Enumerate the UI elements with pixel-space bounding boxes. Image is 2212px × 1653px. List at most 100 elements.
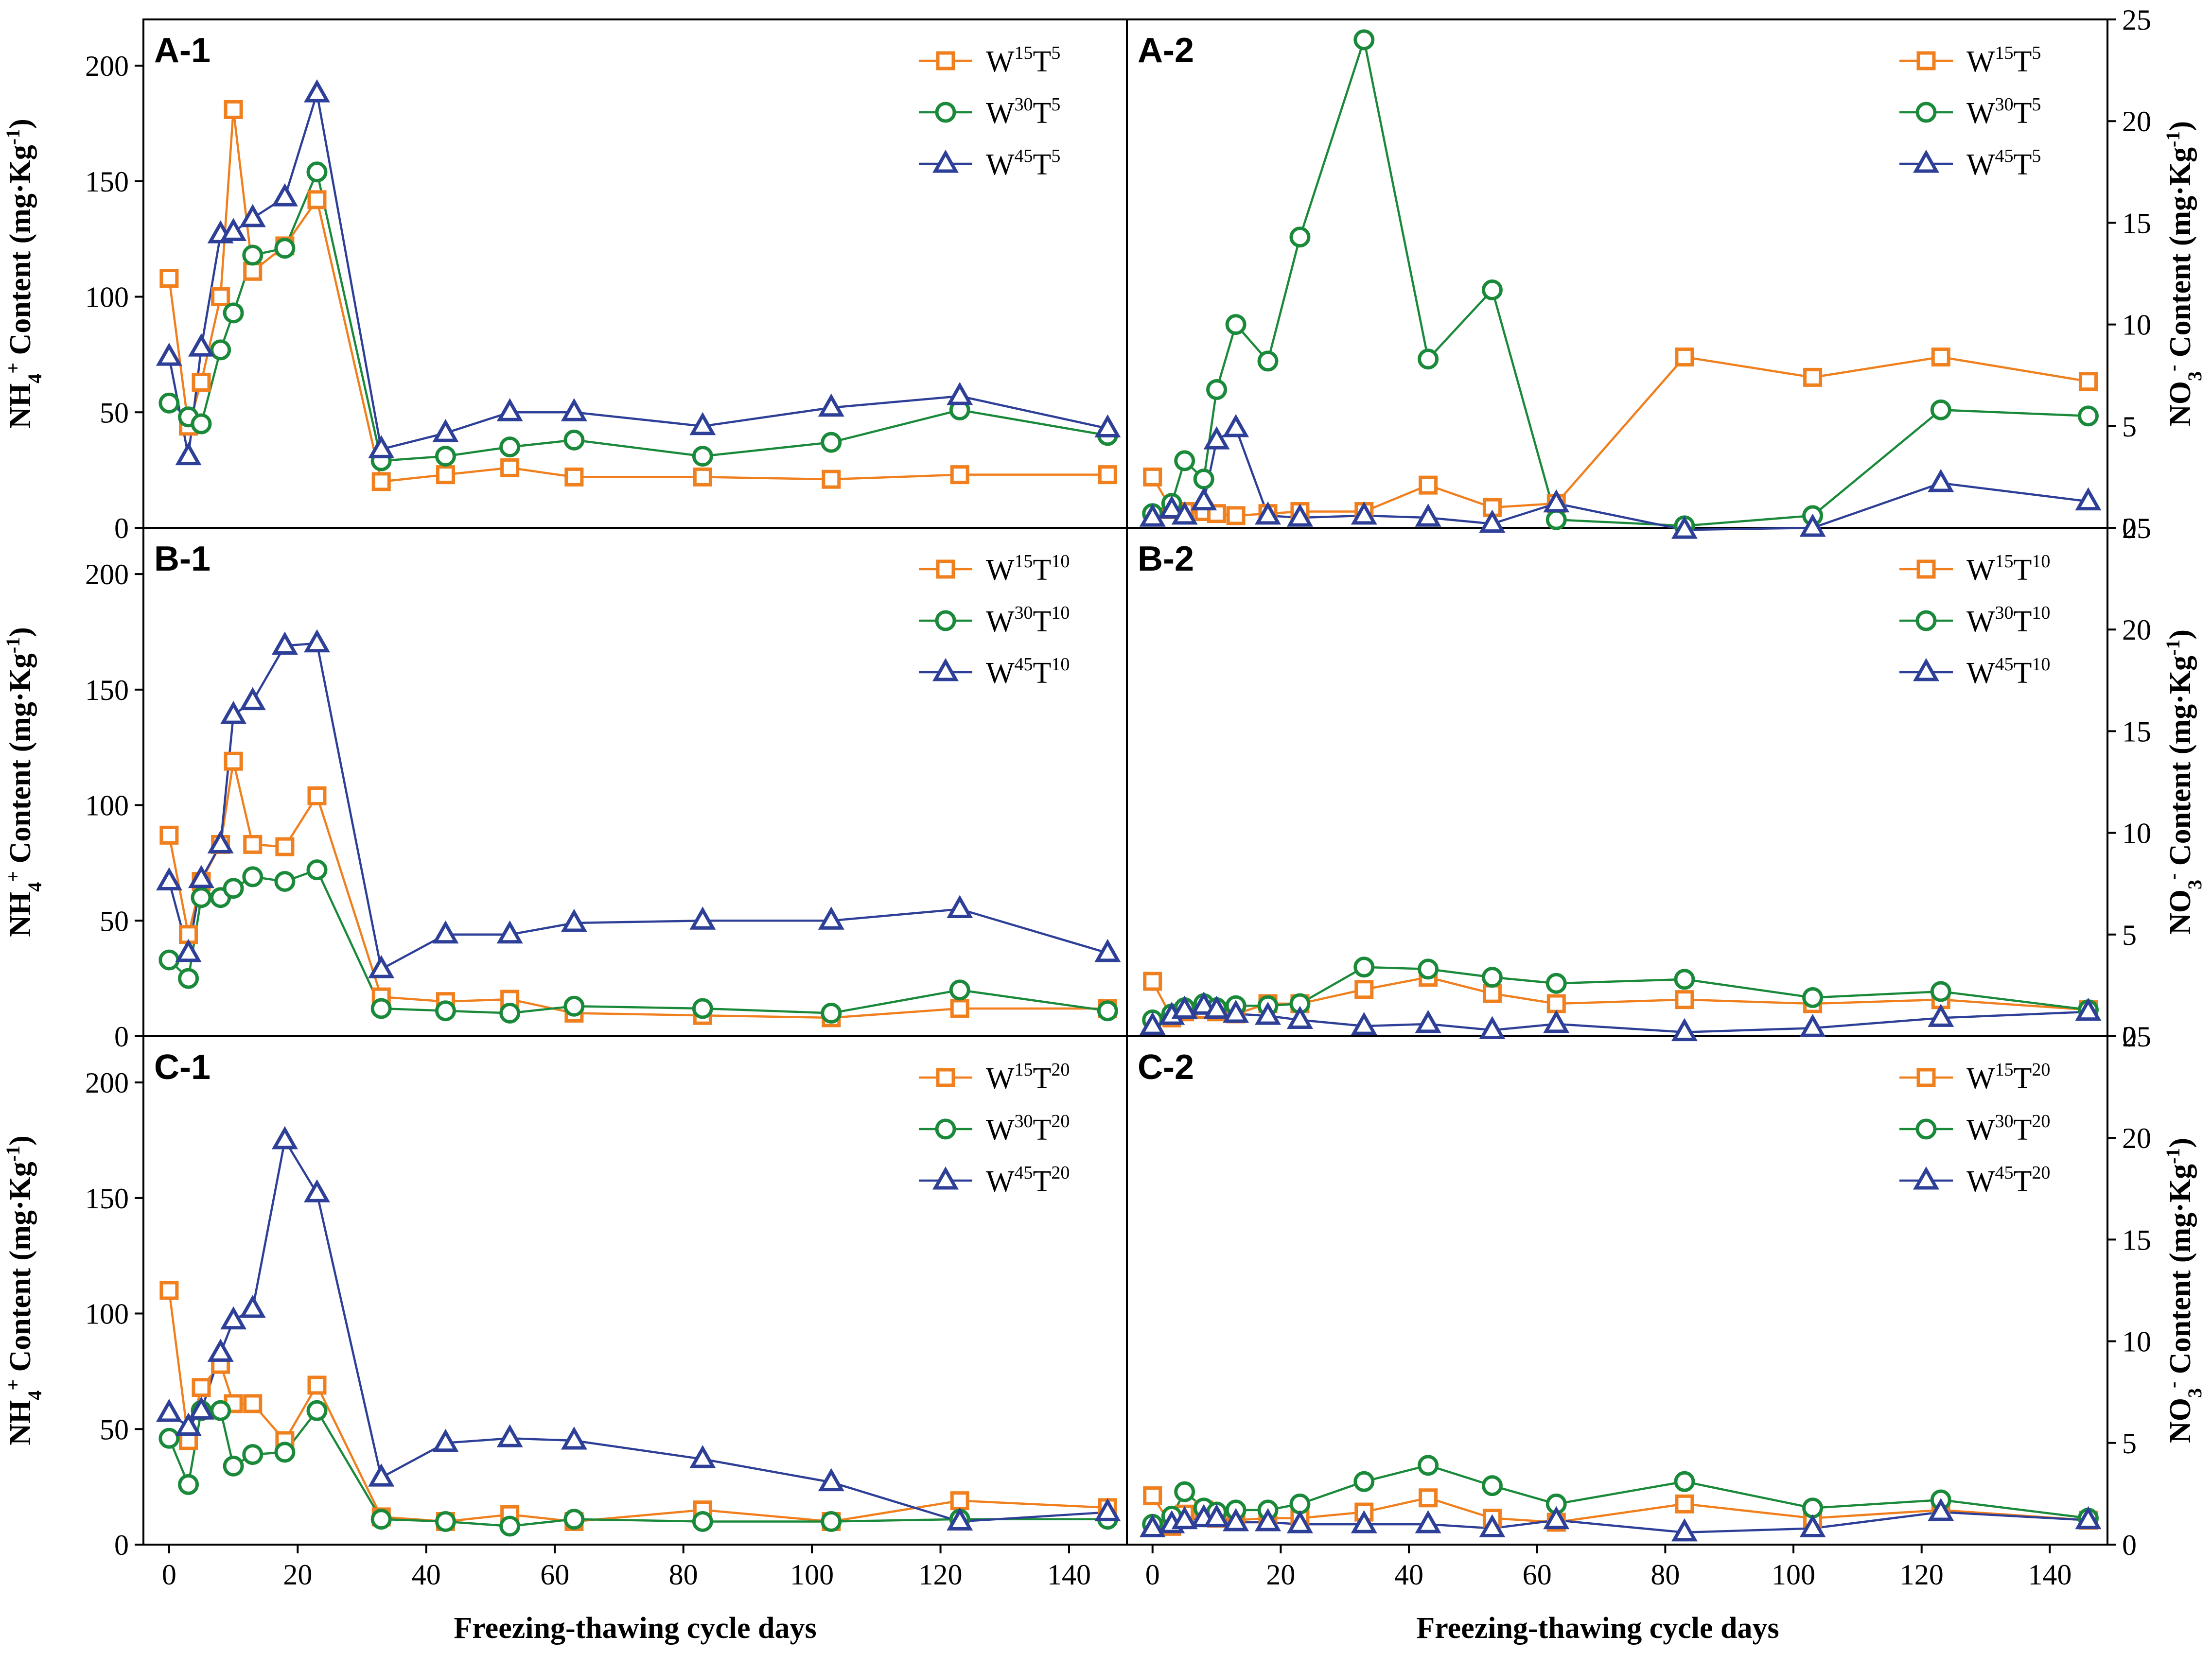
legend-t-superscript: 20 [1051,1163,1070,1183]
data-point-w15t5 [307,190,327,209]
data-point-w30t5 [1545,509,1567,530]
data-point-w45t20 [1799,1514,1826,1538]
legend-w-superscript: 45 [1995,1163,2014,1183]
y-title-text: Content (mg·Kg [2164,1164,2197,1382]
data-point-w45t20 [368,1463,395,1487]
legend-w: W [1966,605,1995,638]
legend-t: T [1033,554,1052,587]
legend-t-superscript: 5 [1051,94,1060,115]
data-point-w30t20 [821,1511,842,1532]
data-point-w45t10 [1171,995,1198,1019]
data-point-w15t10 [1354,980,1374,999]
data-point-w30t10 [1353,957,1375,978]
data-point-w30t10 [1545,973,1567,994]
panel-label: A-1 [154,31,211,70]
data-point-w15t20 [1143,1486,1162,1506]
legend-w-superscript: 30 [1995,94,2014,115]
data-point-w45t10 [432,920,459,944]
data-point-w15t5 [1143,467,1162,487]
x-tick-label: 60 [540,1559,569,1591]
legend-t: T [1033,1165,1052,1198]
data-point-w30t10 [306,859,328,881]
data-point-w15t5 [224,100,243,119]
data-point-w45t10 [1479,1016,1506,1039]
data-point-w30t5 [1206,379,1228,400]
data-point-w45t5 [1159,495,1185,519]
data-point-w45t5 [175,442,202,466]
data-point-w30t5 [1353,29,1375,51]
right-y-tick-label: 25 [2122,512,2151,544]
data-point-w30t5 [242,244,263,266]
y-title-text: Content (mg·Kg [2164,656,2197,873]
legend-marker-circle [1915,1118,1937,1140]
x-tick-label: 40 [1394,1559,1423,1591]
legend-w-superscript: 30 [1015,603,1033,623]
series-line-w30t5 [168,168,1108,462]
data-point-w45t20 [1255,1508,1282,1531]
legend-w-superscript: 45 [1015,146,1033,166]
y-title-exponent: -1 [2,637,24,653]
legend-t-superscript: 20 [2032,1060,2050,1080]
data-point-w45t20 [1286,1510,1313,1533]
data-point-w45t5 [1094,414,1121,438]
data-point-w15t5 [1675,348,1694,367]
data-point-w15t5 [1226,506,1246,525]
right-y-tick-label: 10 [2122,1326,2151,1358]
data-point-w15t5 [1098,465,1117,485]
left-y-tick-label: 0 [114,1021,129,1053]
data-point-w30t20 [1418,1455,1439,1476]
legend-w-superscript: 15 [1015,1060,1033,1080]
legend-w: W [1966,1062,1995,1095]
data-point-w45t20 [1171,1506,1198,1530]
series-line-w30t20 [1152,1464,2089,1526]
data-point-w30t20 [1802,1497,1824,1519]
legend-entry-w30t5: W30T5 [1966,94,2041,130]
panel-label: A-2 [1138,31,1194,70]
y-title-superscript: - [2162,873,2184,880]
data-point-w30t5 [274,238,296,259]
x-tick-label: 100 [1772,1559,1815,1591]
left-y-tick-label: 100 [85,790,129,822]
legend-entry-w30t20: W30T20 [1966,1111,2050,1147]
y-title-text: Content (mg·Kg [4,145,37,363]
legend-entry-w30t10: W30T10 [986,603,1070,638]
legend-w: W [986,97,1015,130]
legend-w: W [986,605,1015,638]
right-y-tick-label: 15 [2122,207,2151,239]
data-point-w15t5 [159,269,179,288]
series-line-w30t5 [1152,35,2089,527]
data-point-w45t10 [561,908,587,932]
panel-label: C-1 [154,1048,211,1087]
data-point-w30t20 [242,1444,263,1465]
data-point-w30t5 [191,413,212,435]
left-y-tick-label: 100 [85,1298,129,1330]
data-point-w45t10 [2075,997,2102,1021]
legend-t: T [1033,605,1052,638]
legend-entry-w45t20: W45T20 [1966,1163,2050,1198]
data-point-w45t5 [303,79,331,103]
legend-t: T [2014,1062,2032,1095]
data-point-w15t20 [1419,1488,1438,1508]
data-point-w30t5 [158,392,180,414]
data-point-w30t10 [242,866,263,887]
data-point-w45t20 [207,1339,234,1362]
legend-t: T [2014,605,2032,638]
data-point-w30t5 [1930,399,1951,420]
y-title-superscript: + [2,363,24,374]
legend-marker-triangle [932,1166,959,1190]
series-line-w45t5 [168,93,1108,457]
legend-marker-triangle [1913,1166,1940,1190]
legend-marker-circle [935,102,956,123]
x-tick-label: 20 [1266,1559,1295,1591]
x-axis-title: Freezing-thawing cycle days [1416,1612,1779,1645]
data-point-w45t10 [271,631,298,655]
data-point-w45t5 [271,183,298,207]
x-tick-label: 120 [1900,1559,1944,1591]
legend-marker-circle [935,1118,956,1140]
y-title-subscript: 3 [2184,371,2206,381]
legend-t: T [2014,148,2032,181]
left-y-tick-label: 50 [100,397,129,429]
